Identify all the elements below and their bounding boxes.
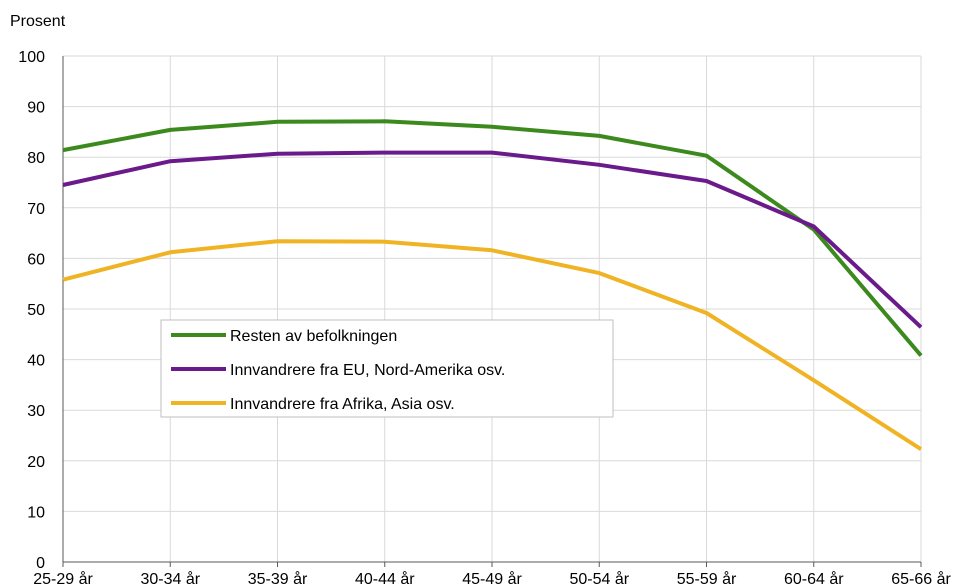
series-line-2 (62, 150, 923, 329)
x-tick-label: 55-59 år (677, 570, 737, 588)
y-tick-label: 60 (27, 251, 45, 268)
y-tick-label: 30 (27, 403, 45, 420)
legend-label: Resten av befolkningen (230, 328, 397, 345)
axes (62, 56, 922, 567)
x-tick-label: 30-34 år (140, 570, 200, 588)
legend: Resten av befolkningen Innvandrere fra EU… (160, 319, 614, 418)
x-tick-label: 50-54 år (569, 570, 629, 588)
y-tick-label: 100 (18, 49, 45, 66)
x-tick-label: 60-64 år (784, 570, 844, 588)
y-tick-label: 40 (27, 353, 45, 370)
x-tick-label: 65-66 år (891, 570, 951, 588)
series-lines (62, 119, 923, 451)
series-line-3 (62, 239, 923, 451)
y-tick-label: 50 (27, 302, 45, 319)
x-tick-label: 35-39 år (248, 570, 308, 588)
y-tick-label: 90 (27, 100, 45, 117)
y-axis-title: Prosent (10, 13, 66, 30)
y-tick-label: 80 (27, 150, 45, 167)
y-tick-label: 70 (27, 201, 45, 218)
y-tick-label: 0 (36, 555, 45, 572)
x-tick-labels: 25-29 år 30-34 år 35-39 år 40-44 år 45-49 år… (33, 570, 951, 588)
legend-label: Innvandrere fra EU, Nord-Amerika osv. (230, 362, 505, 379)
legend-label: Innvandrere fra Afrika, Asia osv. (230, 396, 455, 413)
x-tick-label: 45-49 år (462, 570, 522, 588)
legend-box (160, 319, 614, 418)
y-tick-label: 20 (27, 454, 45, 471)
x-tick-label: 25-29 år (33, 570, 93, 588)
x-tick-label: 40-44 år (355, 570, 415, 588)
y-tick-label: 10 (27, 504, 45, 521)
gridlines (63, 55, 922, 562)
y-tick-labels: 0 10 20 30 40 50 60 70 80 90 100 (18, 49, 45, 572)
series-line-1 (62, 119, 923, 357)
